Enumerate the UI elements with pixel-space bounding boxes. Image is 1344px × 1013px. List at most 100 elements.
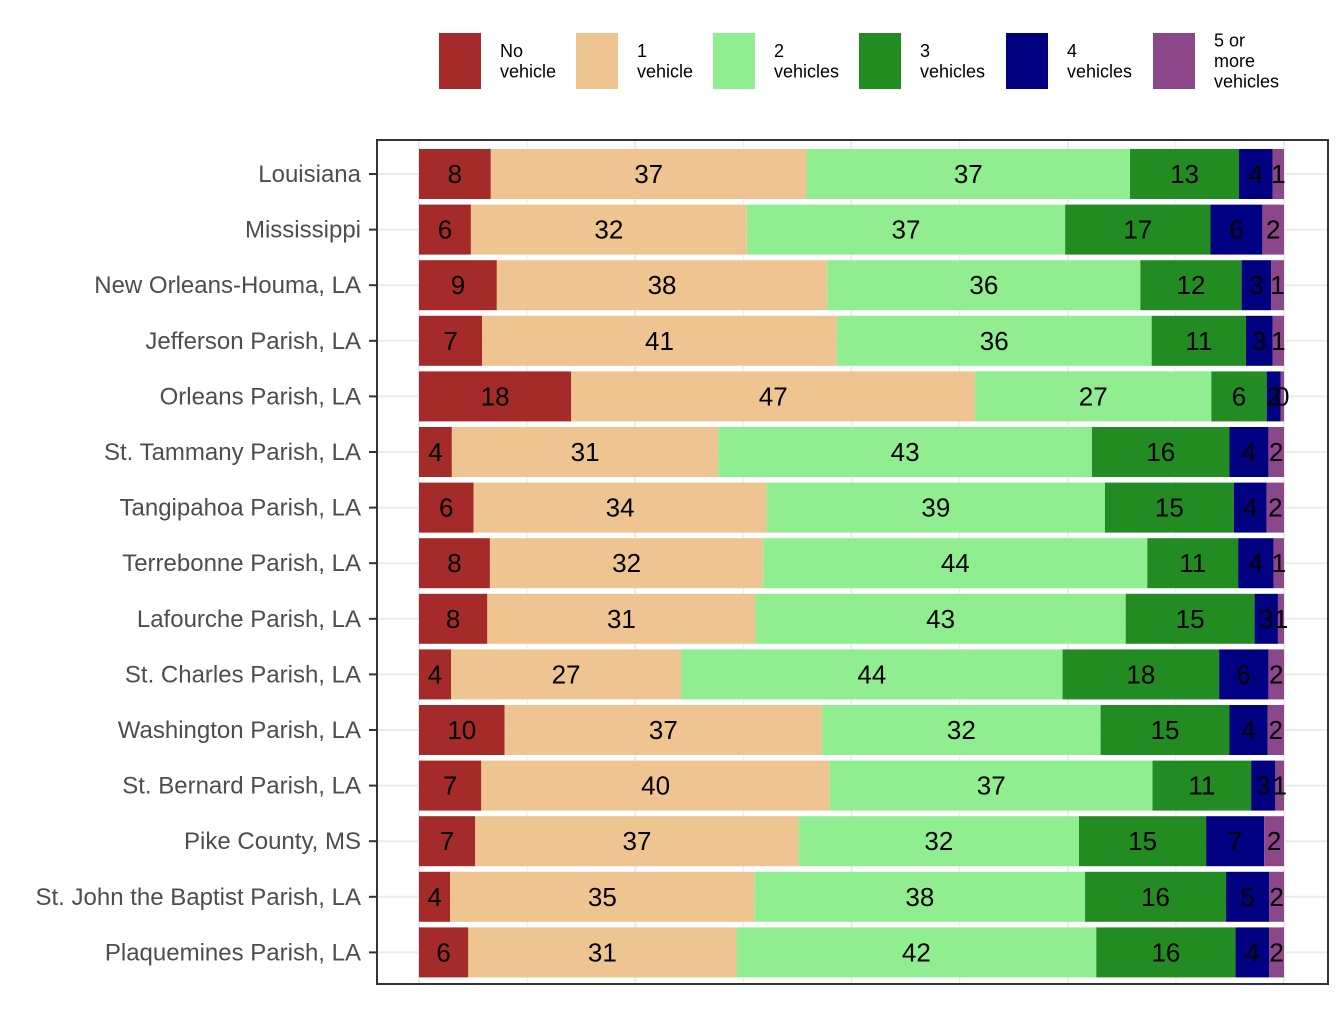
value-label: 44	[941, 548, 970, 578]
value-label: 37	[954, 159, 983, 189]
bar-segment	[1254, 593, 1278, 644]
bars	[419, 149, 1284, 978]
category-label: Louisiana	[258, 161, 361, 188]
bar-segment	[419, 149, 491, 199]
category-label: Terrebonne Parish, LA	[122, 550, 361, 577]
bar-segment	[496, 260, 828, 311]
value-label: 32	[947, 715, 976, 745]
bar-segment	[746, 204, 1066, 255]
category-label: Tangipahoa Parish, LA	[120, 495, 362, 522]
bar-segment	[1241, 260, 1272, 311]
value-label: 4	[427, 882, 441, 912]
bar-segment	[419, 315, 483, 366]
value-label: 7	[443, 326, 457, 356]
category-label: St. Tammany Parish, LA	[104, 439, 361, 466]
value-label: 3	[1252, 326, 1266, 356]
bar-segment	[1269, 871, 1284, 922]
bar-segment	[468, 927, 737, 978]
bar-segment	[419, 538, 490, 589]
value-label: 37	[634, 159, 663, 189]
bar-segment	[1104, 482, 1234, 533]
legend-label: 2	[774, 41, 784, 61]
value-label: 13	[1170, 159, 1199, 189]
value-label: 18	[481, 381, 510, 411]
bar-segment	[1245, 315, 1273, 366]
value-label: 40	[641, 771, 670, 801]
bar-segment	[473, 482, 767, 533]
value-label: 38	[648, 270, 677, 300]
value-label: 6	[439, 493, 453, 523]
category-label: St. Charles Parish, LA	[125, 661, 361, 688]
value-label: 15	[1128, 826, 1157, 856]
value-label: 27	[1079, 381, 1108, 411]
bar-segment	[1130, 149, 1240, 199]
value-label: 1	[1272, 771, 1286, 801]
bar-segment	[1091, 427, 1230, 477]
bar-segment	[1147, 538, 1239, 589]
value-label: 11	[1188, 771, 1215, 801]
bar-segment	[470, 204, 747, 255]
value-label: 12	[1177, 270, 1206, 300]
bar-segment	[419, 482, 474, 533]
bar-segment	[504, 705, 823, 755]
value-label: 31	[588, 937, 617, 967]
bar-segment	[763, 538, 1148, 589]
bar-segment	[419, 871, 451, 922]
bar-segment	[1272, 315, 1284, 366]
bar-segment	[419, 705, 505, 755]
bar-segment	[1268, 427, 1284, 477]
value-label: 2	[1268, 493, 1282, 523]
value-label: 34	[606, 493, 635, 523]
value-label: 27	[552, 659, 581, 689]
bar-segment	[1262, 204, 1284, 255]
value-label: 3	[1249, 270, 1263, 300]
value-label: 4	[428, 659, 442, 689]
category-label: Plaquemines Parish, LA	[105, 939, 361, 966]
bar-segment	[1125, 593, 1255, 644]
bar-segment	[1151, 315, 1246, 366]
legend-label: No	[500, 41, 523, 61]
value-label: 15	[1151, 715, 1180, 745]
legend-label: vehicle	[500, 61, 556, 81]
bar-segment	[1238, 538, 1274, 589]
bar-segment	[451, 649, 682, 700]
value-labels: 8 37 37 13 4 16 32 37 17 6 29 38 36 12 3 17 41 36 11 3 118 47…	[427, 159, 1289, 967]
bar-segment	[1078, 816, 1207, 867]
bar-segment	[766, 482, 1105, 533]
plot-border	[376, 139, 1329, 985]
bar-segment	[1266, 482, 1284, 533]
value-label: 37	[977, 771, 1006, 801]
bar-segment	[1275, 760, 1284, 811]
bar-segment	[1272, 149, 1284, 199]
bar-segment	[419, 816, 476, 867]
value-label: 1	[1270, 270, 1284, 300]
value-label: 6	[1237, 659, 1251, 689]
bar-segment	[419, 593, 488, 644]
bar-segment	[419, 649, 452, 700]
value-label: 4	[1241, 715, 1255, 745]
value-label: 4	[1242, 437, 1256, 467]
bar-segment	[975, 371, 1212, 422]
bar-segment	[1266, 371, 1281, 422]
bar-segment	[1140, 260, 1242, 311]
value-label: 1	[1272, 548, 1286, 578]
bar-segment	[1264, 816, 1284, 867]
bar-segment	[571, 371, 976, 422]
category-label: St. John the Baptist Parish, LA	[35, 884, 361, 911]
bar-segment	[1251, 760, 1276, 811]
bar-segment	[1269, 927, 1284, 978]
value-label: 32	[594, 215, 623, 245]
bar-segment	[450, 871, 755, 922]
category-label: Lafourche Parish, LA	[137, 606, 361, 633]
bar-segment	[736, 927, 1097, 978]
bar-segment	[1226, 871, 1270, 922]
value-label: 36	[969, 270, 998, 300]
legend-key	[859, 33, 901, 89]
legend-label: 3	[920, 41, 930, 61]
value-label: 31	[607, 604, 636, 634]
value-label: 44	[857, 659, 886, 689]
bar-segment	[419, 427, 452, 477]
